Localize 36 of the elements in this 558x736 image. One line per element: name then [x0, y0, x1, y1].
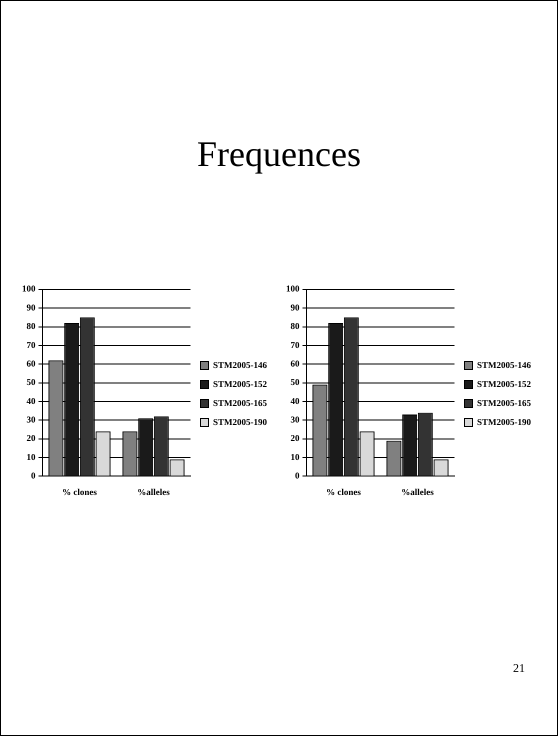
y-tick-label: 30 — [26, 414, 36, 424]
y-tick-label: 80 — [26, 321, 36, 332]
legend-label: STM2005-190 — [477, 416, 532, 427]
legend-label: STM2005-146 — [213, 360, 268, 370]
y-tick-label: 40 — [290, 396, 300, 406]
legend-label: STM2005-146 — [477, 360, 532, 370]
y-tick-label: 30 — [290, 414, 300, 424]
y-tick-label: 60 — [290, 358, 300, 368]
y-tick-label: 10 — [290, 452, 300, 462]
y-tick-label: 60 — [26, 358, 36, 368]
y-tick-label: 40 — [26, 396, 36, 406]
y-tick-label: 10 — [26, 452, 36, 462]
legend-label: STM2005-152 — [477, 378, 532, 389]
legend-label: STM2005-165 — [477, 398, 532, 408]
y-tick-label: 20 — [26, 433, 36, 444]
text: 21 — [513, 661, 525, 676]
y-tick-label: 50 — [26, 377, 36, 388]
x-tick-label: % clones — [326, 486, 362, 497]
y-tick-label: 70 — [26, 340, 36, 350]
y-tick-label: 0 — [295, 470, 300, 481]
x-tick-label: %alleles — [401, 486, 434, 497]
y-tick-label: 100 — [286, 284, 300, 294]
y-tick-label: 100 — [22, 284, 36, 294]
y-tick-label: 50 — [290, 377, 300, 388]
legend-label: STM2005-190 — [213, 416, 268, 427]
y-tick-label: 80 — [290, 321, 300, 332]
x-tick-label: % clones — [62, 486, 98, 497]
y-tick-label: 90 — [26, 302, 36, 312]
legend-label: STM2005-165 — [213, 398, 268, 408]
x-tick-label: %alleles — [137, 486, 170, 497]
text: Frequences — [196, 133, 362, 175]
y-tick-label: 70 — [290, 340, 300, 350]
y-tick-label: 90 — [290, 302, 300, 312]
legend-label: STM2005-152 — [213, 378, 268, 389]
y-tick-label: 20 — [290, 433, 300, 444]
y-tick-label: 0 — [31, 470, 36, 481]
